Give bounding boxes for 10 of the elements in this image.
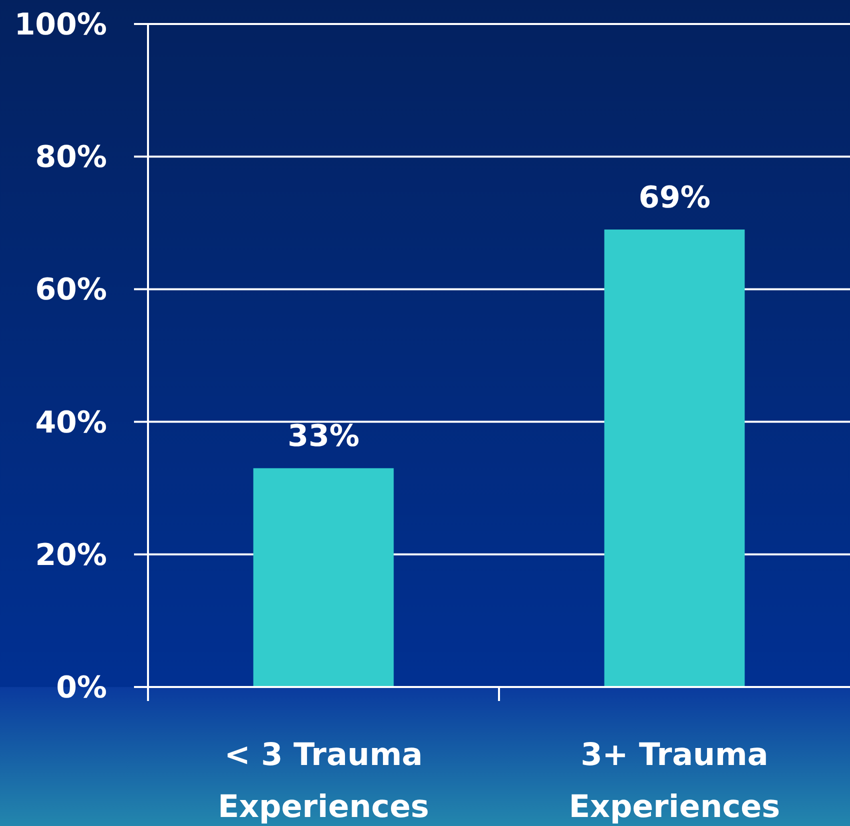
x-tick-label: 3+ Trauma Experiences	[568, 737, 780, 825]
data-label: 69%	[638, 180, 710, 216]
y-tick-label: 0%	[56, 670, 107, 706]
y-tick-label: 100%	[14, 8, 107, 42]
y-tick-label: 40%	[35, 405, 107, 440]
x-tick-label: < 3 Trauma Experiences	[218, 737, 430, 825]
data-label: 33%	[288, 419, 360, 454]
y-tick-label: 60%	[35, 272, 107, 308]
y-tick-label: 80%	[35, 140, 107, 176]
y-tick-label: 20%	[35, 538, 107, 573]
